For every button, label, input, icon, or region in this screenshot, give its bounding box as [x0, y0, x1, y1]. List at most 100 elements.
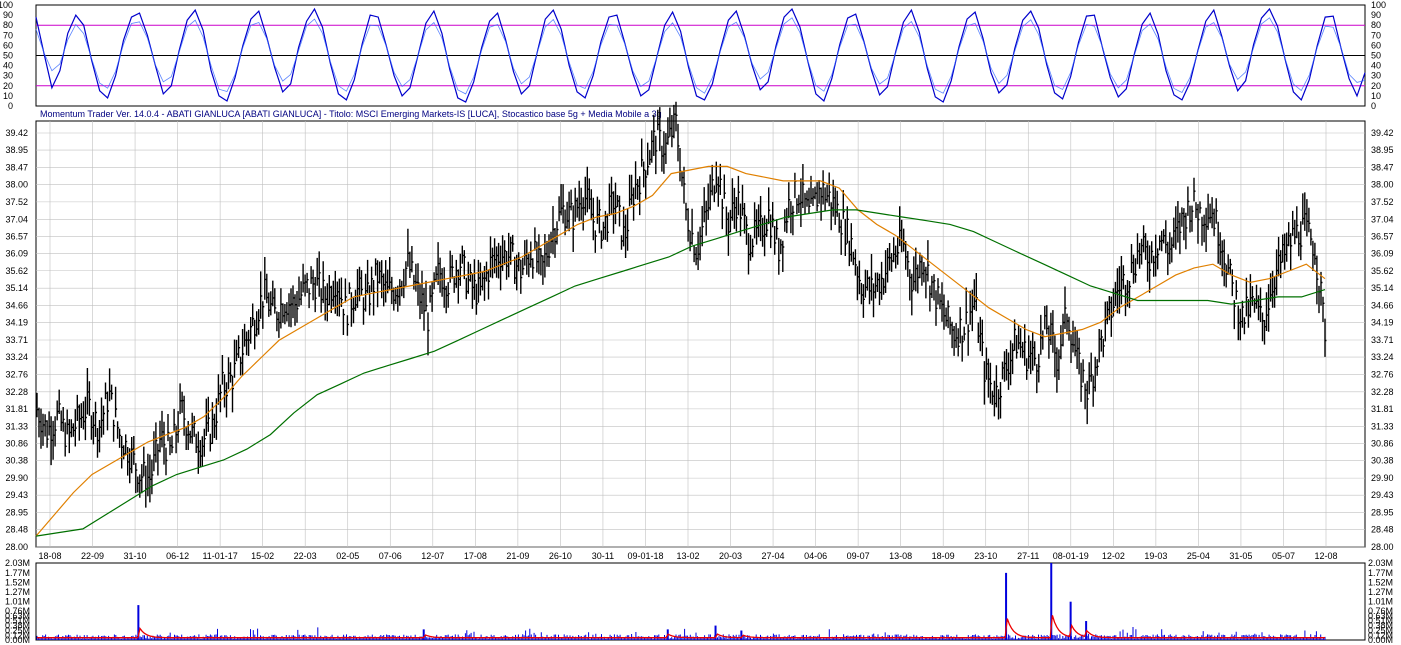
price-tick-left: 32.28 [5, 387, 28, 397]
x-axis-date-label: 09-01-18 [627, 551, 663, 561]
volume-tick-right: 2.03M [1368, 558, 1393, 568]
price-tick-left: 37.04 [5, 214, 28, 224]
price-tick-right: 30.86 [1371, 438, 1394, 448]
price-tick-right: 37.52 [1371, 197, 1394, 207]
price-tick-left: 38.47 [5, 162, 28, 172]
volume-tick-left: 0.00M [5, 635, 30, 645]
price-tick-left: 38.00 [5, 179, 28, 189]
app-info-line: Momentum Trader Ver. 14.0.4 - ABATI GIAN… [40, 109, 662, 119]
price-tick-left: 28.95 [5, 508, 28, 518]
moving-average-short [35, 165, 1326, 537]
stochastic-tick-right: 100 [1371, 0, 1386, 10]
price-tick-right: 28.00 [1371, 542, 1394, 552]
stochastic-tick-left: 60 [3, 40, 13, 50]
x-axis-date-label: 18-08 [38, 551, 61, 561]
price-tick-left: 32.76 [5, 369, 28, 379]
price-tick-left: 35.62 [5, 266, 28, 276]
stochastic-tick-right: 20 [1371, 81, 1381, 91]
price-tick-right: 32.28 [1371, 387, 1394, 397]
volume-tick-right: 1.27M [1368, 587, 1393, 597]
x-axis-date-label: 19-03 [1144, 551, 1167, 561]
price-tick-left: 29.90 [5, 473, 28, 483]
volume-tick-right: 1.77M [1368, 568, 1393, 578]
stochastic-tick-left: 40 [3, 61, 13, 71]
price-tick-right: 35.62 [1371, 266, 1394, 276]
price-tick-right: 31.81 [1371, 404, 1394, 414]
price-tick-right: 35.14 [1371, 283, 1394, 293]
x-axis-date-label: 12-07 [421, 551, 444, 561]
volume-tick-left: 0.12M [5, 630, 30, 640]
volume-tick-right: 0.00M [1368, 635, 1393, 645]
volume-tick-left: 2.03M [5, 558, 30, 568]
price-tick-right: 38.95 [1371, 145, 1394, 155]
price-tick-left: 36.57 [5, 231, 28, 241]
x-axis-date-label: 30-11 [592, 551, 614, 561]
stochastic-tick-right: 60 [1371, 40, 1381, 50]
price-tick-right: 33.71 [1371, 335, 1394, 345]
x-axis-date-label: 15-02 [251, 551, 274, 561]
stochastic-tick-left: 10 [3, 91, 13, 101]
moving-average-long [35, 209, 1326, 537]
price-tick-left: 38.95 [5, 145, 28, 155]
price-tick-right: 33.24 [1371, 352, 1394, 362]
x-axis-date-label: 13-02 [676, 551, 699, 561]
x-axis-date-label: 09-07 [847, 551, 870, 561]
stochastic-signal-line [35, 17, 1366, 95]
price-tick-left: 28.48 [5, 525, 28, 535]
stochastic-line [35, 7, 1366, 103]
x-axis-date-label: 12-02 [1102, 551, 1125, 561]
price-tick-left: 35.14 [5, 283, 28, 293]
volume-tick-right: 0.51M [1368, 616, 1393, 626]
stochastic-tick-right: 0 [1371, 101, 1376, 111]
volume-frame [35, 562, 1366, 641]
price-tick-right: 34.19 [1371, 318, 1394, 328]
x-axis-date-label: 26-10 [549, 551, 572, 561]
price-tick-left: 29.43 [5, 490, 28, 500]
volume-tick-right: 0.63M [1368, 611, 1393, 621]
stochastic-tick-right: 50 [1371, 51, 1381, 61]
volume-tick-right: 0.76M [1368, 606, 1393, 616]
x-axis-date-label: 22-03 [294, 551, 317, 561]
volume-tick-right: 1.52M [1368, 577, 1393, 587]
x-axis-date-label: 18-09 [932, 551, 955, 561]
price-tick-right: 29.43 [1371, 490, 1394, 500]
x-axis-date-label: 23-10 [974, 551, 997, 561]
stochastic-tick-left: 70 [3, 30, 13, 40]
price-tick-left: 30.38 [5, 456, 28, 466]
x-axis-date-label: 21-09 [506, 551, 529, 561]
volume-tick-left: 0.38M [5, 621, 30, 631]
price-tick-right: 36.09 [1371, 249, 1394, 259]
volume-tick-left: 0.51M [5, 616, 30, 626]
price-tick-right: 29.90 [1371, 473, 1394, 483]
price-tick-left: 33.24 [5, 352, 28, 362]
volume-tick-left: 1.27M [5, 587, 30, 597]
volume-tick-right: 1.01M [1368, 597, 1393, 607]
price-tick-right: 38.00 [1371, 179, 1394, 189]
x-axis-date-label: 27-04 [762, 551, 785, 561]
x-axis-date-label: 20-03 [719, 551, 742, 561]
volume-tick-right: 0.38M [1368, 621, 1393, 631]
price-tick-right: 38.47 [1371, 162, 1394, 172]
price-tick-left: 39.42 [5, 128, 28, 138]
price-tick-left: 31.33 [5, 421, 28, 431]
volume-tick-left: 1.01M [5, 597, 30, 607]
x-axis-date-label: 12-08 [1314, 551, 1337, 561]
stochastic-tick-right: 80 [1371, 20, 1381, 30]
stochastic-tick-right: 30 [1371, 71, 1381, 81]
stochastic-tick-right: 10 [1371, 91, 1381, 101]
stochastic-tick-right: 90 [1371, 10, 1381, 20]
stochastic-tick-right: 70 [1371, 30, 1381, 40]
x-axis-date-label: 31-10 [124, 551, 147, 561]
volume-moving-average [37, 615, 1325, 639]
price-tick-left: 37.52 [5, 197, 28, 207]
price-tick-right: 37.04 [1371, 214, 1394, 224]
x-axis-date-label: 05-07 [1272, 551, 1295, 561]
price-tick-left: 33.71 [5, 335, 28, 345]
price-tick-left: 28.00 [5, 542, 28, 552]
stochastic-tick-left: 30 [3, 71, 13, 81]
price-bars [36, 101, 1327, 508]
stochastic-tick-right: 40 [1371, 61, 1381, 71]
x-axis-date-label: 02-05 [336, 551, 359, 561]
x-axis-date-label: 06-12 [166, 551, 189, 561]
